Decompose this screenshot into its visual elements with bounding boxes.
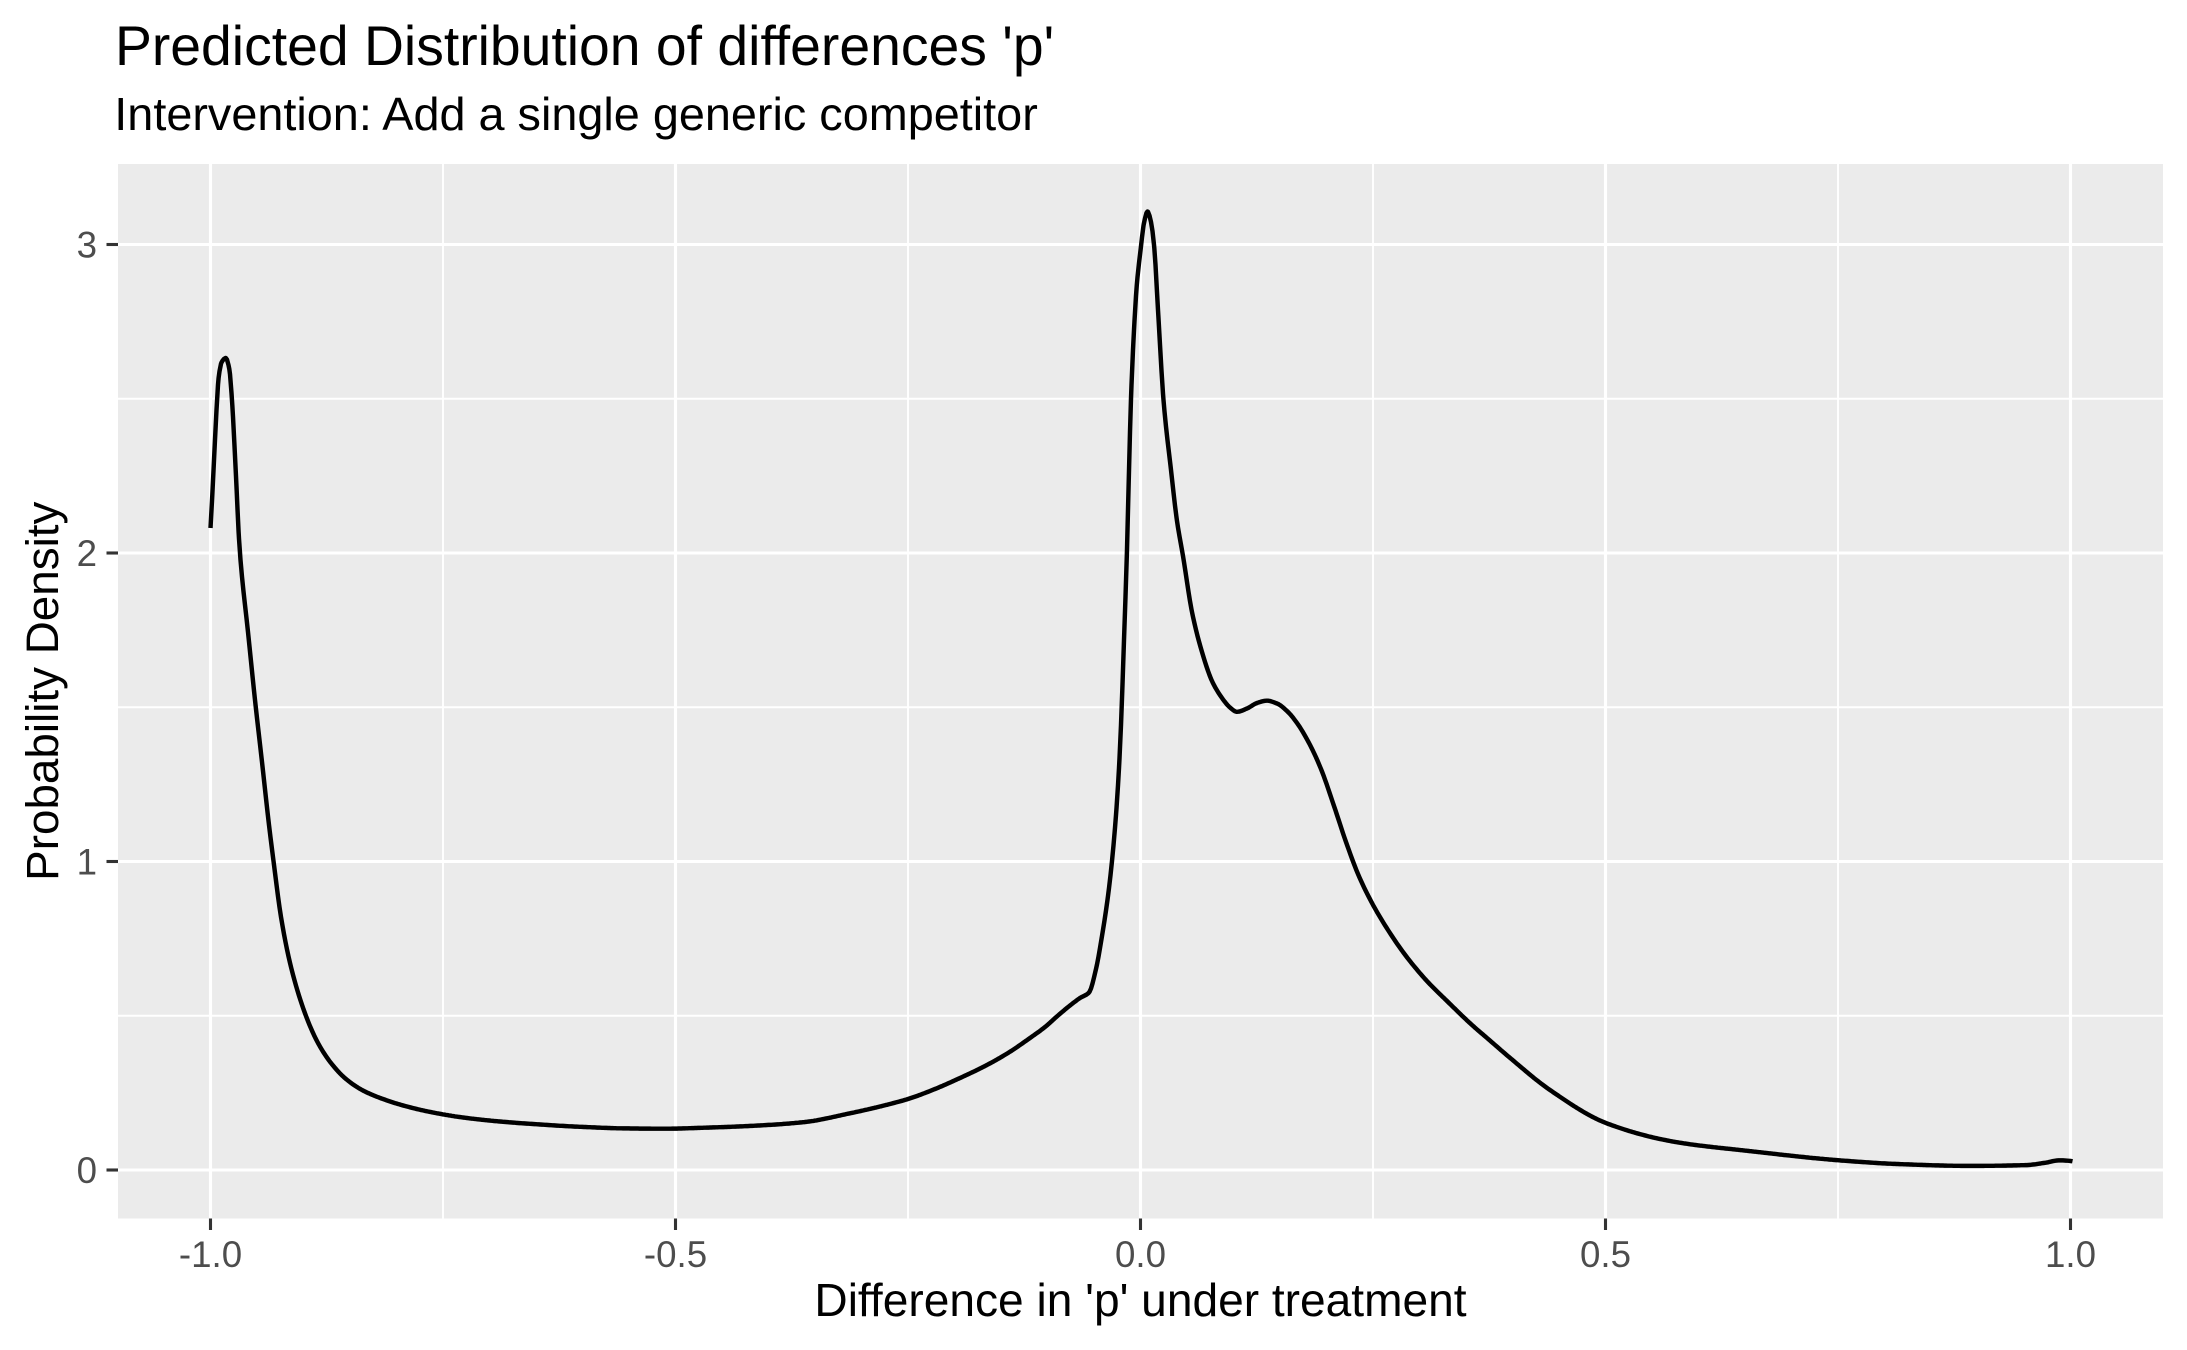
svg-text:Intervention: Add a single gen: Intervention: Add a single generic compe… — [114, 88, 1037, 140]
svg-text:2: 2 — [77, 533, 97, 574]
svg-text:0.0: 0.0 — [1115, 1234, 1166, 1275]
svg-text:-1.0: -1.0 — [179, 1234, 242, 1275]
svg-text:0.5: 0.5 — [1580, 1234, 1631, 1275]
svg-text:1: 1 — [77, 842, 97, 883]
svg-text:3: 3 — [77, 225, 97, 266]
svg-text:Predicted Distribution of diff: Predicted Distribution of differences 'p… — [115, 15, 1054, 77]
svg-text:Difference in 'p' under treatm: Difference in 'p' under treatment — [814, 1274, 1466, 1326]
svg-text:1.0: 1.0 — [2045, 1234, 2096, 1275]
svg-text:-0.5: -0.5 — [644, 1234, 707, 1275]
svg-text:0: 0 — [77, 1150, 97, 1191]
svg-text:Probability Density: Probability Density — [17, 501, 68, 880]
